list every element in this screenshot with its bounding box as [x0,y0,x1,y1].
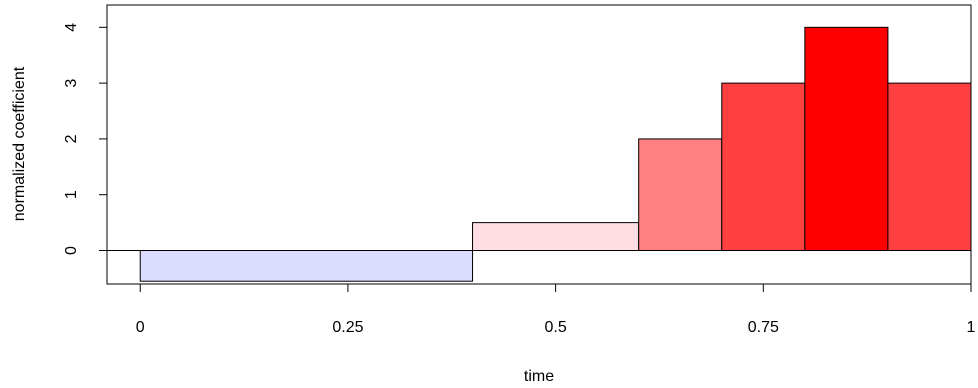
x-axis: 0 0.25 0.5 0.75 1 [136,283,976,336]
y-tick-label-0: 0 [63,246,80,255]
x-tick-label-2: 0.5 [544,319,566,336]
bar-1 [472,222,640,252]
y-tick-label-4: 4 [63,23,80,32]
y-tick-label-1: 1 [63,190,80,199]
x-tick-label-3: 0.75 [748,319,779,336]
bars-group [139,26,972,282]
y-tick-label-2: 2 [63,134,80,143]
y-axis-label: normalized coefficient [11,66,28,221]
x-tick-label-1: 0.25 [332,319,363,336]
bar-3 [721,82,806,252]
y-axis: 0 1 2 3 4 [63,23,108,255]
bar-0 [139,250,474,282]
x-tick-label-0: 0 [136,319,145,336]
bar-2 [638,138,723,252]
x-tick-label-4: 1 [967,319,976,336]
x-axis-label: time [524,368,554,385]
bar-4 [804,26,889,252]
y-tick-label-3: 3 [63,79,80,88]
bar-5 [887,82,972,252]
